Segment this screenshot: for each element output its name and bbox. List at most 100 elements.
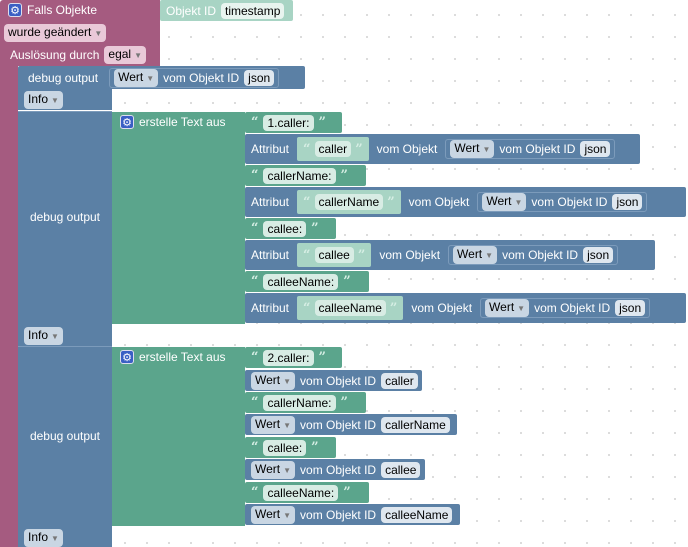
object-id-field[interactable]: json xyxy=(580,141,611,157)
text-field[interactable]: callee: xyxy=(263,220,307,237)
vom-objekt-label: vom Objekt xyxy=(376,142,438,156)
trigger-dropdown[interactable]: egal ▼ xyxy=(104,46,146,64)
close-quote-icon: ” xyxy=(340,168,348,183)
text-block[interactable]: “callee” xyxy=(297,243,372,267)
value-dropdown[interactable]: Wert ▼ xyxy=(450,140,495,158)
attribute-field[interactable]: callerName xyxy=(314,194,384,210)
text-field[interactable]: 2.caller: xyxy=(263,349,314,366)
attribute-block[interactable]: Attribut “caller” vom Objekt Wert ▼ vom Objek… xyxy=(245,134,640,164)
text-block[interactable]: “calleeName” xyxy=(297,296,404,320)
text-join-block-1[interactable] xyxy=(112,112,245,324)
object-id-field[interactable]: json xyxy=(615,300,646,316)
attribute-field[interactable]: caller xyxy=(314,141,352,157)
value-block[interactable]: Wert ▼ vom Objekt ID calleeName xyxy=(245,504,460,525)
debug-label: debug output xyxy=(28,70,99,85)
object-id-field[interactable]: timestamp xyxy=(221,2,285,19)
gear-icon[interactable]: ⚙ xyxy=(120,350,134,364)
close-quote-icon: ” xyxy=(387,194,395,210)
debug-block-3[interactable] xyxy=(18,346,112,547)
value-dropdown-label: Wert xyxy=(255,372,281,387)
value-block[interactable]: Wert ▼ vom Objekt ID json xyxy=(480,298,651,318)
object-id-field[interactable]: callee xyxy=(381,461,421,478)
vom-objekt-id-label: vom Objekt ID xyxy=(534,301,611,315)
text-field[interactable]: 1.caller: xyxy=(263,114,314,131)
chevron-down-icon: ▼ xyxy=(514,198,523,207)
chevron-down-icon: ▼ xyxy=(51,534,59,543)
object-id-field[interactable]: json xyxy=(583,247,614,263)
value-block[interactable]: Wert ▼ vom Objekt ID callerName xyxy=(245,414,457,435)
text-block[interactable]: “ 2.caller: ” xyxy=(245,347,342,368)
chevron-down-icon: ▼ xyxy=(134,51,142,60)
trigger-label: Auslösung durch xyxy=(10,48,100,62)
text-block[interactable]: “ calleeName: ” xyxy=(245,271,369,292)
value-dropdown[interactable]: Wert ▼ xyxy=(485,299,530,317)
value-dropdown-label: Wert xyxy=(255,416,281,431)
attribute-field[interactable]: calleeName xyxy=(314,300,386,316)
change-dropdown[interactable]: wurde geändert ▼ xyxy=(4,24,107,42)
chevron-down-icon: ▼ xyxy=(51,332,59,341)
value-block[interactable]: Wert ▼ vom Objekt ID json xyxy=(445,139,616,159)
value-block[interactable]: Wert ▼ vom Objekt ID json xyxy=(109,67,280,88)
value-dropdown[interactable]: Wert ▼ xyxy=(251,460,296,479)
attribute-block[interactable]: Attribut “callee” vom Objekt Wert ▼ vom Objek… xyxy=(245,240,655,270)
value-dropdown-label: Wert xyxy=(489,300,515,314)
text-block[interactable]: “ callerName: ” xyxy=(245,165,366,186)
object-id-field[interactable]: json xyxy=(244,69,275,86)
object-id-field[interactable]: calleeName xyxy=(381,506,453,523)
object-id-field[interactable]: callerName xyxy=(381,416,450,433)
attribute-label: Attribut xyxy=(251,248,290,262)
level-value: Info xyxy=(28,92,49,106)
text-field[interactable]: callerName: xyxy=(263,394,336,411)
level-dropdown[interactable]: Info ▼ xyxy=(24,91,63,109)
debug-block-2[interactable] xyxy=(18,111,112,346)
value-dropdown[interactable]: Wert ▼ xyxy=(251,505,296,524)
text-join-block-2[interactable] xyxy=(112,347,245,526)
text-field[interactable]: callee: xyxy=(263,439,307,456)
vom-objekt-id-label: vom Objekt ID xyxy=(300,373,377,388)
text-block[interactable]: “ callee: ” xyxy=(245,218,336,239)
open-quote-icon: “ xyxy=(251,115,259,130)
value-dropdown[interactable]: Wert ▼ xyxy=(251,371,296,390)
value-block[interactable]: Wert ▼ vom Objekt ID callee xyxy=(245,459,425,480)
event-title: Falls Objekte xyxy=(27,3,98,17)
open-quote-icon: “ xyxy=(303,141,311,157)
text-field[interactable]: calleeName: xyxy=(263,484,339,501)
gear-icon[interactable]: ⚙ xyxy=(8,3,22,17)
attribute-block[interactable]: Attribut “callerName” vom Objekt Wert ▼ vom O… xyxy=(245,187,686,217)
vom-objekt-id-label: vom Objekt ID xyxy=(502,248,579,262)
text-field[interactable]: callerName: xyxy=(263,167,336,184)
open-quote-icon: “ xyxy=(251,350,259,365)
attribute-block[interactable]: Attribut “calleeName” vom Objekt Wert ▼ vom O… xyxy=(245,293,686,323)
value-dropdown[interactable]: Wert ▼ xyxy=(482,193,527,211)
event-header: ⚙ Falls Objekte xyxy=(2,0,103,20)
text-block[interactable]: “caller” xyxy=(297,137,369,161)
text-join-label: erstelle Text aus xyxy=(139,115,226,129)
chevron-down-icon: ▼ xyxy=(146,73,155,83)
open-quote-icon: “ xyxy=(251,395,259,410)
value-block[interactable]: Wert ▼ vom Objekt ID json xyxy=(448,245,619,265)
attribute-field[interactable]: callee xyxy=(314,247,354,263)
value-block[interactable]: Wert ▼ vom Objekt ID caller xyxy=(245,370,422,391)
object-id-field[interactable]: json xyxy=(612,194,643,210)
value-dropdown[interactable]: Wert ▼ xyxy=(114,68,159,87)
text-block[interactable]: “ callerName: ” xyxy=(245,392,366,413)
text-block[interactable]: “ callee: ” xyxy=(245,437,336,458)
value-dropdown[interactable]: Wert ▼ xyxy=(251,415,296,434)
value-dropdown[interactable]: Wert ▼ xyxy=(453,246,498,264)
gear-icon[interactable]: ⚙ xyxy=(120,115,134,129)
text-block[interactable]: “ 1.caller: ” xyxy=(245,112,342,133)
vom-objekt-label: vom Objekt xyxy=(411,301,473,315)
value-block[interactable]: Wert ▼ vom Objekt ID json xyxy=(477,192,648,212)
level-dropdown[interactable]: Info ▼ xyxy=(24,529,63,547)
close-quote-icon: ” xyxy=(318,115,326,130)
object-id-block[interactable]: Objekt ID timestamp xyxy=(160,0,293,21)
object-id-field[interactable]: caller xyxy=(381,372,418,389)
text-field[interactable]: calleeName: xyxy=(263,273,339,290)
text-block[interactable]: “callerName” xyxy=(297,190,401,214)
close-quote-icon: ” xyxy=(357,247,366,263)
close-quote-icon: ” xyxy=(389,300,398,316)
chevron-down-icon: ▼ xyxy=(485,251,494,260)
level-dropdown[interactable]: Info ▼ xyxy=(24,327,63,345)
close-quote-icon: ” xyxy=(340,395,348,410)
text-block[interactable]: “ calleeName: ” xyxy=(245,482,369,503)
